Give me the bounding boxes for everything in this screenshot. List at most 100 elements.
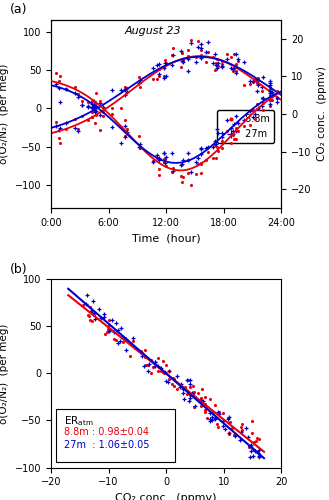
Point	[169, 61, 175, 69]
Point	[231, 130, 236, 138]
Point	[121, 338, 126, 346]
Point	[219, 138, 224, 145]
Point	[107, 316, 112, 324]
Point	[191, 403, 197, 411]
Point	[100, 108, 106, 116]
Point	[267, 102, 272, 110]
Point	[220, 418, 225, 426]
Point	[145, 367, 150, 375]
Point	[198, 402, 203, 410]
Point	[206, 48, 211, 56]
Point	[254, 87, 260, 95]
Point	[169, 380, 175, 388]
Point	[198, 144, 203, 152]
Point	[91, 106, 96, 114]
Y-axis label: δ(O₂/N₂)  (per meg): δ(O₂/N₂) (per meg)	[0, 64, 9, 164]
Point	[188, 376, 193, 384]
Point	[274, 94, 280, 102]
Point	[206, 143, 211, 151]
Point	[185, 46, 190, 54]
Point	[57, 78, 62, 86]
Point	[93, 111, 99, 119]
Point	[136, 79, 141, 87]
Point	[233, 68, 238, 76]
Point	[161, 149, 166, 157]
Point	[257, 452, 262, 460]
Point	[88, 303, 93, 311]
Point	[156, 72, 162, 80]
Point	[156, 60, 162, 68]
Point	[99, 314, 104, 322]
Point	[268, 91, 273, 99]
X-axis label: CO₂ conc.  (ppmv): CO₂ conc. (ppmv)	[115, 493, 217, 500]
Point	[156, 156, 162, 164]
Point	[219, 134, 224, 141]
Point	[92, 108, 98, 116]
Point	[212, 66, 217, 74]
Point	[161, 63, 166, 71]
Point	[57, 138, 63, 146]
Point	[169, 168, 175, 175]
Point	[180, 174, 185, 182]
Point	[260, 94, 265, 102]
Point	[203, 58, 209, 66]
Point	[89, 100, 94, 108]
Point	[163, 56, 168, 64]
Point	[162, 369, 167, 377]
Point	[130, 334, 136, 342]
Point	[260, 87, 265, 95]
Point	[247, 121, 252, 129]
Point	[107, 326, 112, 334]
Point	[161, 158, 166, 166]
Point	[114, 319, 119, 327]
Point	[239, 428, 244, 436]
Point	[215, 64, 220, 72]
Point	[91, 102, 96, 110]
Point	[247, 454, 253, 462]
Point	[188, 168, 193, 176]
Point	[268, 78, 273, 86]
Point	[207, 409, 212, 417]
Point	[89, 103, 95, 111]
Point	[163, 377, 168, 385]
Point	[150, 362, 155, 370]
Point	[248, 447, 254, 455]
Point	[229, 138, 234, 146]
Point	[57, 126, 62, 134]
Point	[90, 297, 96, 305]
Point	[83, 300, 88, 308]
Point	[73, 83, 78, 91]
Point	[57, 124, 63, 132]
Point	[207, 418, 212, 426]
Point	[130, 337, 136, 345]
X-axis label: Time  (hour): Time (hour)	[132, 234, 200, 243]
Point	[63, 120, 68, 128]
Point	[156, 64, 162, 72]
Point	[101, 310, 107, 318]
Point	[118, 86, 124, 94]
Point	[225, 415, 231, 423]
Point	[246, 443, 252, 451]
Point	[254, 76, 260, 84]
Point	[270, 88, 275, 96]
Point	[154, 150, 160, 158]
Point	[162, 155, 167, 163]
Point	[212, 142, 217, 150]
Point	[148, 368, 154, 376]
Point	[57, 72, 63, 80]
Point	[254, 100, 260, 108]
Point	[185, 390, 190, 398]
Point	[255, 449, 260, 457]
Point	[63, 84, 68, 92]
Point	[122, 116, 127, 124]
Point	[154, 154, 160, 162]
Point	[274, 98, 280, 106]
Point	[235, 126, 240, 134]
Point	[198, 52, 203, 60]
Point	[89, 104, 94, 112]
Point	[180, 156, 185, 164]
Point	[80, 97, 85, 105]
Point	[139, 352, 144, 360]
Point	[212, 137, 217, 145]
Point	[177, 383, 183, 391]
